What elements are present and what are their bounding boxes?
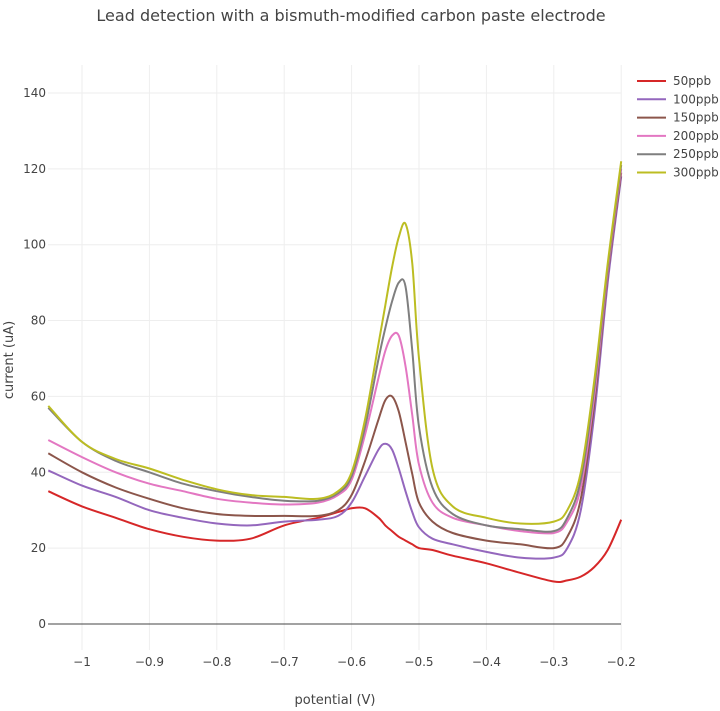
x-axis-title: potential (V) [295, 693, 376, 708]
x-tick-label: −1 [73, 655, 91, 669]
chart-title: Lead detection with a bismuth-modified c… [96, 6, 605, 25]
legend-label: 150ppb [673, 111, 719, 125]
x-axis-ticks: −1 −0.9 −0.8 −0.7 −0.6 −0.5 −0.4 −0.3 −0.2 [73, 655, 636, 669]
legend-label: 200ppb [673, 129, 719, 143]
legend-item-200ppb[interactable]: 200ppb [637, 129, 719, 143]
y-tick-label: 60 [31, 389, 46, 403]
y-tick-label: 100 [23, 238, 46, 252]
y-axis-ticks: 0 20 40 60 80 100 120 140 [23, 86, 46, 631]
series-line-150ppb [47, 172, 623, 550]
plot-area [47, 161, 623, 583]
series-line-200ppb [47, 168, 623, 535]
x-tick-label: −0.8 [202, 655, 231, 669]
x-tick-label: −0.2 [607, 655, 636, 669]
y-tick-label: 0 [38, 617, 46, 631]
gridlines [48, 65, 622, 650]
y-tick-label: 80 [31, 314, 46, 328]
legend-item-150ppb[interactable]: 150ppb [637, 111, 719, 125]
x-tick-label: −0.7 [270, 655, 299, 669]
legend-label: 100ppb [673, 92, 719, 106]
series-line-50ppb [47, 490, 623, 583]
legend-item-300ppb[interactable]: 300ppb [637, 166, 719, 180]
x-tick-label: −0.6 [337, 655, 366, 669]
legend: 50ppb 100ppb 150ppb 200ppb 250ppb 300ppb [637, 74, 719, 180]
legend-label: 300ppb [673, 166, 719, 180]
legend-label: 50ppb [673, 74, 711, 88]
series-line-300ppb [47, 161, 623, 525]
x-tick-label: −0.9 [135, 655, 164, 669]
x-tick-label: −0.5 [404, 655, 433, 669]
legend-item-250ppb[interactable]: 250ppb [637, 147, 719, 161]
x-tick-label: −0.4 [472, 655, 501, 669]
y-tick-label: 140 [23, 86, 46, 100]
y-tick-label: 40 [31, 465, 46, 479]
legend-label: 250ppb [673, 147, 719, 161]
y-tick-label: 120 [23, 162, 46, 176]
y-axis-title: current (uA) [2, 321, 17, 399]
series-line-250ppb [47, 164, 623, 533]
legend-item-100ppb[interactable]: 100ppb [637, 92, 719, 106]
legend-item-50ppb[interactable]: 50ppb [637, 74, 711, 88]
y-tick-label: 20 [31, 541, 46, 555]
x-tick-label: −0.3 [539, 655, 568, 669]
series-line-100ppb [47, 176, 623, 560]
